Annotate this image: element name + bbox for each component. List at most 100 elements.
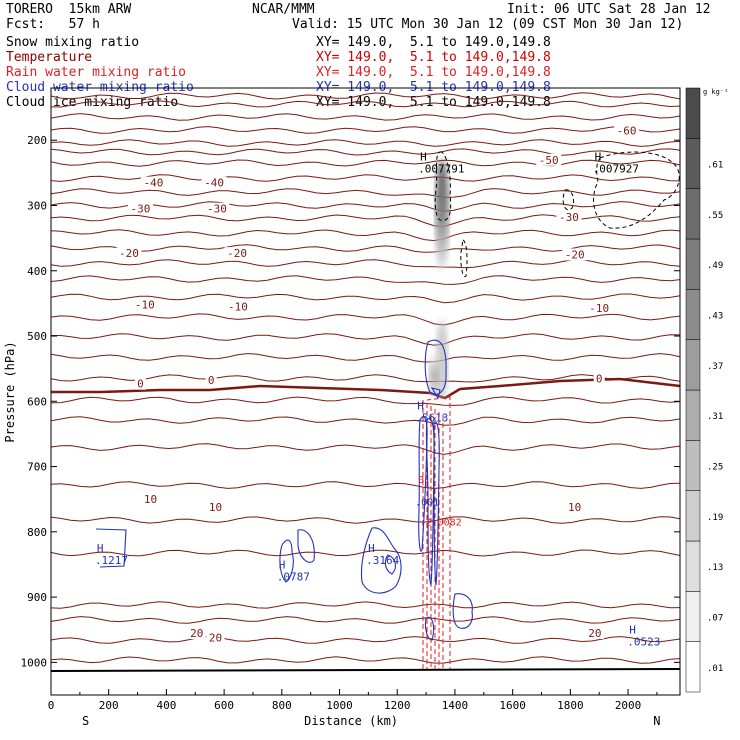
cloud-water-contour [279, 539, 294, 583]
temp-label-bg [585, 626, 604, 639]
temp-label-bg [204, 202, 230, 215]
cloud-ice-contour [460, 239, 468, 278]
legend-snow-xy: XY= 149.0, 5.1 to 149.0,149.8 [316, 35, 551, 50]
isotherm-line [50, 374, 681, 383]
colorbar-unit: g kg⁻¹ [703, 88, 728, 96]
temp-label: -10 [589, 302, 609, 315]
south-label: S [82, 714, 89, 728]
isotherm-line [50, 201, 681, 212]
colorbar-bin [685, 188, 701, 240]
temp-label-bg [205, 373, 217, 386]
isotherm-line [50, 174, 681, 182]
model-title: TORERO 15km ARW [6, 2, 132, 17]
cloud-water-contour [424, 616, 435, 641]
colorbar-bin [685, 87, 701, 139]
x-tick-label: 1000 [326, 699, 353, 712]
init-time: Init: 06 UTC Sat 28 Jan 12 [507, 2, 711, 17]
maximum-value: .007927 [593, 162, 639, 175]
colorbar-bin [685, 591, 701, 642]
temp-label: -40 [204, 177, 224, 190]
x-tick-label: 1600 [499, 699, 526, 712]
cloud-water-contour [95, 528, 127, 568]
isotherm-line [51, 333, 681, 346]
isotherm-line [50, 229, 681, 242]
isotherm-line [50, 601, 681, 609]
isotherm-line [50, 416, 681, 426]
isotherm-line [50, 353, 681, 363]
isotherm-line [50, 113, 681, 121]
organization: NCAR/MMM [252, 2, 315, 17]
isotherm-line [50, 293, 681, 304]
x-tick-label: 1800 [557, 699, 584, 712]
maximum-marker: H [417, 400, 424, 413]
temp-label: -60 [617, 124, 637, 137]
cloud-water-contour [424, 339, 447, 395]
maximum-value: .0523 [627, 636, 660, 649]
cloud-water-contour [452, 593, 473, 629]
y-tick-label: 300 [27, 199, 47, 212]
colorbar-tick-label: .25 [707, 463, 723, 473]
isotherm-line [50, 92, 681, 100]
temp-label-bg [556, 211, 582, 224]
snow-shading-upper [435, 160, 449, 270]
isotherm-line [50, 636, 681, 644]
temp-label: -40 [143, 177, 163, 190]
temp-label: 10 [144, 493, 157, 506]
snow-shading-mid [436, 320, 448, 400]
maximum-value: .1217 [95, 554, 128, 567]
maximum-marker: H [629, 624, 636, 637]
contour-label: 0082 [438, 517, 462, 528]
legend-rain-name: Rain water mixing ratio [6, 65, 187, 80]
maximum-marker: H [279, 558, 286, 571]
plot-frame [50, 87, 681, 696]
isotherm-line [50, 214, 681, 227]
y-axis-label: Pressure (hPa) [3, 341, 17, 442]
snow-shading-lower [429, 353, 439, 397]
temp-label-bg [141, 493, 160, 506]
temp-label-bg [201, 176, 227, 189]
x-tick-label: 800 [272, 699, 292, 712]
y-tick-label: 1000 [21, 656, 48, 669]
legend-cloudice-name: Cloud ice mixing ratio [6, 95, 179, 110]
colorbar-tick-label: .55 [707, 211, 723, 221]
isotherm-line [50, 126, 681, 134]
isotherm-line [50, 656, 681, 664]
temp-label: -10 [228, 301, 248, 314]
temp-label: 20 [209, 632, 222, 645]
x-tick-label: 1200 [384, 699, 411, 712]
colorbar-bin [685, 490, 701, 542]
maximum-value: .5613 [415, 412, 448, 425]
isotherm-line [50, 100, 681, 108]
colorbar-bin [685, 389, 701, 441]
temp-label: -10 [135, 299, 155, 312]
temp-label: 10 [209, 501, 222, 514]
temp-label: -30 [131, 203, 151, 216]
isotherm-line [50, 549, 681, 557]
legend-temperature-xy: XY= 149.0, 5.1 to 149.0,149.8 [316, 50, 551, 65]
legend-snow-name: Snow mixing ratio [6, 35, 140, 50]
y-tick-label: 400 [27, 265, 47, 278]
contour-label: 0. [418, 475, 430, 486]
cloud-water-contour [433, 421, 440, 586]
cloud-water-contour [430, 387, 441, 400]
isotherm-line [50, 616, 681, 624]
legend-temperature-name: Temperature [6, 50, 93, 65]
surface-line [50, 668, 681, 672]
temp-label: 0 [208, 374, 215, 387]
temp-label: -30 [207, 203, 227, 216]
maximum-value: .3164 [366, 554, 399, 567]
colorbar-bin [685, 289, 701, 340]
cloud-ice-contour [434, 151, 452, 221]
temp-label-bg [536, 153, 562, 166]
isotherm-line [50, 244, 681, 253]
y-tick-label: 500 [27, 330, 47, 343]
temp-label-bg [134, 377, 146, 390]
colorbar-bin [685, 138, 701, 189]
temp-label-bg [225, 300, 251, 313]
temp-label-bg [206, 501, 225, 514]
colorbar-tick-label: .31 [707, 412, 723, 422]
colorbar-bin [685, 238, 701, 290]
colorbar-bin [685, 339, 701, 391]
temp-label-bg [140, 176, 166, 189]
